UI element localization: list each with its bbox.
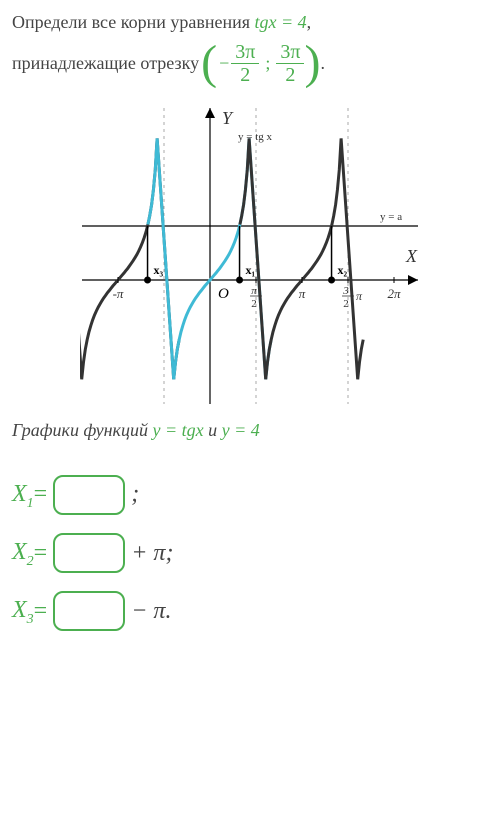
svg-text:2π: 2π bbox=[387, 286, 401, 301]
interval-frac-1: 3π 2 bbox=[231, 41, 259, 86]
tan-graph: -ππ2π32π2πx₁x₂x₃OYXy = tg xy = a bbox=[80, 106, 420, 406]
problem-line2-prefix: принадлежащие отрезку bbox=[12, 49, 199, 78]
x3-input[interactable] bbox=[53, 591, 125, 631]
svg-text:y = tg x: y = tg x bbox=[238, 131, 273, 143]
answer-x3: X3 = − π. bbox=[12, 591, 488, 631]
svg-text:x₃: x₃ bbox=[154, 263, 164, 277]
svg-text:3: 3 bbox=[342, 285, 349, 297]
svg-text:π: π bbox=[299, 286, 306, 301]
paren-left: ( bbox=[201, 44, 217, 82]
interval: ( − 3π 2 ; 3π 2 ) bbox=[201, 41, 320, 86]
answer-x1: X1 = ; bbox=[12, 475, 488, 515]
problem-line1-prefix: Определи все корни уравнения bbox=[12, 12, 255, 32]
svg-text:O: O bbox=[218, 286, 229, 302]
svg-text:2: 2 bbox=[251, 298, 257, 310]
svg-text:-π: -π bbox=[113, 286, 124, 301]
answer-x2: X2 = + π; bbox=[12, 533, 488, 573]
paren-right: ) bbox=[304, 44, 320, 82]
x1-input[interactable] bbox=[53, 475, 125, 515]
equation: tgx = 4 bbox=[255, 12, 307, 32]
svg-text:y = a: y = a bbox=[380, 211, 402, 223]
problem-line1-suffix: , bbox=[307, 12, 312, 32]
caption-f1: y = tgx bbox=[152, 420, 203, 440]
interval-dot: . bbox=[320, 49, 325, 78]
interval-neg: − bbox=[217, 49, 231, 78]
answers-block: X1 = ; X2 = + π; X3 = − π. bbox=[12, 475, 488, 632]
svg-text:x₂: x₂ bbox=[338, 263, 348, 277]
interval-frac-2: 3π 2 bbox=[276, 41, 304, 86]
svg-text:π: π bbox=[251, 285, 257, 297]
svg-text:π: π bbox=[356, 289, 363, 303]
svg-text:X: X bbox=[405, 246, 418, 266]
x2-input[interactable] bbox=[53, 533, 125, 573]
caption: Графики функций y = tgx и y = 4 bbox=[12, 416, 488, 445]
interval-sep: ; bbox=[259, 49, 276, 78]
svg-text:x₁: x₁ bbox=[246, 263, 256, 277]
caption-f2: y = 4 bbox=[222, 420, 260, 440]
svg-text:2: 2 bbox=[343, 298, 349, 310]
problem-statement: Определи все корни уравнения tgx = 4, пр… bbox=[12, 8, 488, 86]
svg-text:Y: Y bbox=[222, 108, 234, 128]
